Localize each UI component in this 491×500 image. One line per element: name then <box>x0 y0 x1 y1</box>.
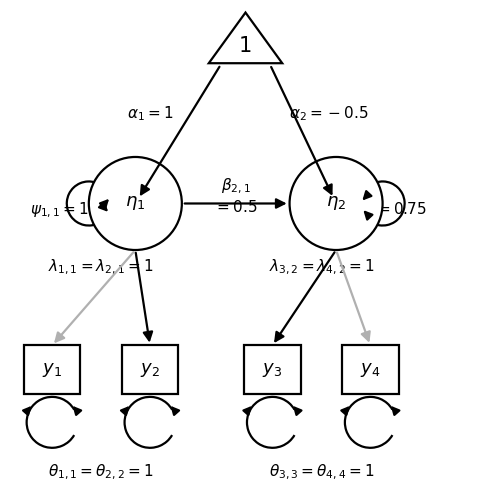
Text: $\lambda_{1,1} = \lambda_{2,1} = 1$: $\lambda_{1,1} = \lambda_{2,1} = 1$ <box>48 258 154 277</box>
Text: $y_3$: $y_3$ <box>262 361 282 379</box>
Bar <box>342 346 399 395</box>
Polygon shape <box>209 12 282 63</box>
Text: $\alpha_1 = 1$: $\alpha_1 = 1$ <box>127 104 173 122</box>
Text: 1: 1 <box>239 36 252 56</box>
Text: $y_4$: $y_4$ <box>360 361 381 379</box>
Text: $\psi_{2,2} = 0.75$: $\psi_{2,2} = 0.75$ <box>345 201 427 220</box>
Text: $\alpha_2 = -0.5$: $\alpha_2 = -0.5$ <box>289 104 369 122</box>
Text: $y_2$: $y_2$ <box>140 361 160 379</box>
Text: $\eta_1$: $\eta_1$ <box>125 194 145 212</box>
Bar <box>24 346 80 395</box>
Circle shape <box>89 157 182 250</box>
Text: $\eta_2$: $\eta_2$ <box>326 194 346 212</box>
Text: $\theta_{3,3} = \theta_{4,4} = 1$: $\theta_{3,3} = \theta_{4,4} = 1$ <box>269 463 374 482</box>
Text: $\beta_{2,1}$
$= 0.5$: $\beta_{2,1}$ $= 0.5$ <box>214 177 257 215</box>
Bar <box>122 346 178 395</box>
Bar <box>245 346 300 395</box>
Text: $\lambda_{3,2} = \lambda_{4,2} = 1$: $\lambda_{3,2} = \lambda_{4,2} = 1$ <box>269 258 374 277</box>
Circle shape <box>290 157 382 250</box>
Text: $y_1$: $y_1$ <box>42 361 62 379</box>
Text: $\psi_{1,1} = 1$: $\psi_{1,1} = 1$ <box>30 201 88 220</box>
Text: $\theta_{1,1} = \theta_{2,2} = 1$: $\theta_{1,1} = \theta_{2,2} = 1$ <box>49 463 154 482</box>
